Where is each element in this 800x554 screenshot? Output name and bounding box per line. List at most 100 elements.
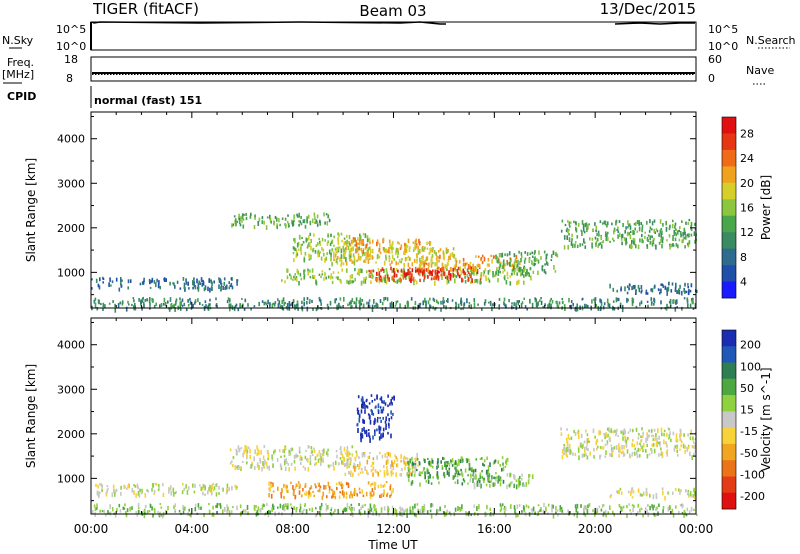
heatmap-cell: [681, 306, 683, 311]
heatmap-cell: [362, 303, 365, 309]
heatmap-cell: [438, 266, 440, 270]
heatmap-cell: [293, 460, 296, 464]
heatmap-cell: [654, 231, 656, 234]
heatmap-cell: [181, 298, 184, 302]
heatmap-cell: [463, 479, 466, 483]
heatmap-cell: [121, 279, 123, 282]
heatmap-cell: [284, 217, 287, 221]
heatmap-cell: [350, 472, 352, 477]
heatmap-cell: [101, 510, 104, 513]
heatmap-cell: [215, 492, 218, 497]
heatmap-cell: [353, 507, 355, 512]
heatmap-cell: [153, 280, 156, 284]
heatmap-cell: [424, 471, 426, 476]
heatmap-cell: [371, 307, 374, 312]
heatmap-cell: [541, 268, 544, 272]
heatmap-cell: [373, 481, 376, 487]
heatmap-cell: [208, 503, 210, 506]
heatmap-cell: [132, 297, 135, 300]
heatmap-cell: [346, 279, 348, 284]
heatmap-cell: [448, 462, 451, 467]
heatmap-cell: [470, 280, 472, 285]
heatmap-cell: [570, 241, 573, 246]
heatmap-cell: [517, 513, 519, 518]
heatmap-cell: [328, 249, 331, 255]
heatmap-cell: [283, 449, 286, 454]
heatmap-cell: [309, 487, 311, 490]
heatmap-cell: [633, 504, 635, 508]
heatmap-cell: [262, 461, 264, 466]
heatmap-cell: [387, 277, 389, 281]
heatmap-cell: [488, 473, 491, 477]
heatmap-cell: [302, 240, 305, 244]
heatmap-cell: [310, 238, 312, 243]
heatmap-cell: [208, 487, 210, 492]
heatmap-cell: [153, 304, 156, 308]
heatmap-cell: [450, 460, 453, 463]
heatmap-cell: [414, 300, 417, 306]
heatmap-cell: [436, 259, 438, 263]
heatmap-cell: [372, 435, 374, 440]
heatmap-cell: [576, 303, 578, 308]
heatmap-cell: [581, 231, 583, 236]
heatmap-cell: [600, 301, 603, 306]
heatmap-cell: [599, 298, 601, 303]
heatmap-cell: [361, 242, 363, 246]
heatmap-cell: [399, 511, 401, 516]
heatmap-cell: [384, 307, 387, 311]
heatmap-cell: [219, 278, 221, 283]
heatmap-cell: [253, 225, 256, 230]
heatmap-cell: [391, 462, 394, 467]
heatmap-cell: [318, 450, 321, 454]
heatmap-cell: [595, 244, 597, 248]
heatmap-cell: [653, 285, 656, 289]
heatmap-cell: [315, 485, 317, 489]
heatmap-cell: [385, 481, 388, 484]
heatmap-cell: [367, 429, 370, 431]
heatmap-cell: [573, 513, 576, 517]
heatmap-cell: [679, 433, 681, 438]
heatmap-cell: [415, 280, 418, 285]
heatmap-cell: [391, 301, 393, 306]
heatmap-cell: [566, 235, 568, 240]
heatmap-cell: [540, 297, 542, 300]
heatmap-cell: [483, 464, 486, 467]
heatmap-cell: [183, 487, 185, 492]
heatmap-cell: [497, 479, 499, 484]
heatmap-cell: [309, 457, 312, 463]
heatmap-cell: [393, 459, 396, 465]
freq-tick-low: 8: [66, 72, 73, 85]
heatmap-cell: [338, 462, 340, 466]
heatmap-cell: [350, 491, 352, 496]
heatmap-cell: [561, 449, 564, 454]
heatmap-cell: [309, 220, 312, 226]
heatmap-cell: [361, 428, 363, 433]
heatmap-cell: [364, 510, 366, 515]
heatmap-cell: [207, 490, 209, 495]
heatmap-cell: [687, 446, 690, 450]
heatmap-cell: [378, 255, 381, 259]
heatmap-cell: [262, 465, 265, 469]
heatmap-cell: [470, 467, 472, 471]
heatmap-cell: [525, 482, 528, 487]
heatmap-cell: [641, 445, 644, 449]
heatmap-cell: [443, 474, 446, 479]
heatmap-cell: [498, 258, 500, 263]
heatmap-cell: [111, 507, 114, 512]
heatmap-cell: [635, 513, 638, 517]
heatmap-cell: [194, 285, 197, 290]
heatmap-cell: [612, 430, 615, 434]
heatmap-cell: [408, 257, 411, 261]
heatmap-cell: [457, 470, 460, 473]
heatmap-cell: [445, 462, 448, 465]
heatmap-cell: [410, 481, 413, 484]
heatmap-cell: [392, 275, 395, 280]
heatmap-cell: [587, 305, 589, 308]
heatmap-cell: [653, 428, 656, 432]
heatmap-cell: [646, 454, 649, 459]
heatmap-cell: [201, 282, 203, 287]
heatmap-cell: [361, 250, 363, 254]
heatmap-cell: [383, 490, 385, 496]
heatmap-cell: [294, 277, 296, 281]
heatmap-cell: [208, 303, 211, 306]
